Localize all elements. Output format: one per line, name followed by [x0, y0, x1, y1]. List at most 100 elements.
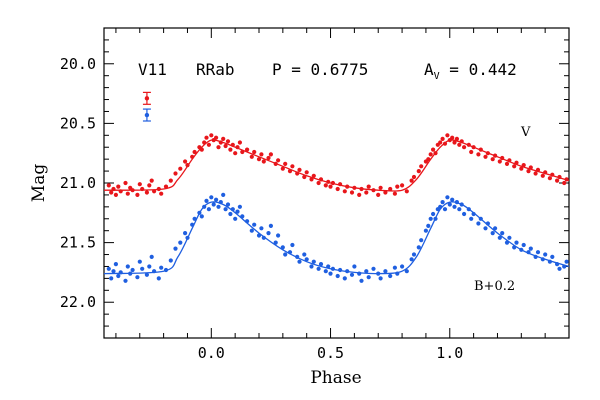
data-point-b: [163, 267, 169, 273]
x-tick-label: 1.0: [436, 344, 463, 362]
data-point-b: [547, 259, 553, 264]
data-point-b: [256, 233, 262, 238]
data-point-b: [137, 259, 142, 264]
data-point-b: [349, 272, 355, 277]
data-point-v: [388, 186, 393, 192]
data-point-b: [249, 228, 254, 233]
data-point-b: [230, 207, 235, 212]
data-point-b: [445, 195, 450, 200]
data-point-b: [357, 271, 362, 276]
data-point-b: [476, 221, 481, 226]
data-point-b: [261, 235, 266, 240]
data-point-v: [297, 167, 302, 172]
data-point-b: [152, 269, 157, 274]
data-point-b: [438, 204, 443, 209]
data-point-b: [452, 204, 457, 209]
data-point-v: [519, 166, 524, 171]
data-point-v: [233, 151, 238, 156]
data-point-v: [328, 184, 333, 189]
data-point-b: [483, 226, 488, 231]
data-point-b: [378, 276, 383, 281]
data-point-b: [268, 223, 273, 228]
data-point-v: [123, 180, 128, 186]
x-tick-label: 0.5: [317, 344, 344, 362]
data-point-v: [426, 157, 431, 162]
data-point-v: [252, 149, 257, 155]
data-point-b: [469, 216, 474, 221]
data-point-v: [159, 191, 164, 196]
data-point-b: [540, 257, 545, 262]
x-tick-label: 0.0: [198, 344, 225, 362]
data-point-v: [440, 136, 445, 141]
data-point-v: [276, 158, 281, 163]
data-point-b: [416, 245, 421, 250]
data-point-b: [323, 269, 328, 274]
data-point-v: [221, 136, 226, 141]
data-point-b: [216, 204, 221, 209]
data-point-v: [323, 183, 328, 188]
data-point-v: [409, 178, 414, 183]
data-point-b: [199, 214, 204, 219]
data-point-b: [459, 202, 464, 207]
data-point-b: [259, 226, 264, 231]
data-point-v: [268, 152, 273, 157]
data-point-b: [557, 266, 562, 271]
data-point-v: [109, 190, 114, 195]
data-point-b: [338, 267, 343, 273]
data-point-v: [318, 177, 324, 182]
data-point-b: [106, 266, 111, 271]
data-point-v: [130, 188, 135, 193]
data-point-v: [118, 189, 123, 194]
data-point-v: [137, 182, 142, 187]
data-point-b: [228, 211, 233, 217]
data-point-v: [366, 184, 371, 189]
data-point-v: [442, 141, 448, 146]
y-tick-label: 22.0: [60, 293, 96, 311]
data-point-v: [349, 190, 355, 195]
data-point-v: [528, 165, 533, 170]
amplitude-value: = 0.442: [440, 60, 517, 79]
data-point-b: [123, 278, 128, 283]
data-point-b: [457, 207, 462, 212]
data-point-v: [493, 153, 498, 158]
data-point-b: [330, 266, 335, 271]
data-point-b: [371, 266, 376, 271]
data-point-b: [504, 240, 510, 245]
data-point-b: [309, 264, 314, 269]
data-point-v: [392, 191, 397, 196]
data-point-v: [490, 157, 495, 162]
data-point-b: [295, 254, 300, 259]
data-point-b: [197, 210, 202, 215]
data-point-b: [304, 257, 309, 262]
data-point-v: [504, 161, 510, 166]
data-point-v: [290, 164, 295, 169]
data-point-b: [168, 258, 173, 263]
data-point-v: [147, 183, 152, 188]
data-point-v: [202, 140, 207, 145]
data-point-v: [273, 161, 278, 166]
data-point-b: [535, 250, 541, 255]
data-point-v: [185, 163, 190, 168]
data-point-v: [316, 180, 321, 186]
data-point-v: [371, 188, 376, 193]
data-point-b: [440, 200, 445, 205]
data-point-v: [140, 186, 145, 192]
data-point-v: [223, 143, 228, 149]
data-point-v: [216, 145, 221, 150]
data-point-v: [256, 157, 262, 162]
data-point-v: [168, 178, 173, 183]
data-point-v: [478, 147, 483, 152]
data-point-b: [130, 267, 135, 273]
data-point-v: [225, 139, 231, 144]
data-point-b: [252, 222, 257, 227]
data-point-b: [266, 231, 271, 236]
data-point-b: [433, 216, 438, 221]
data-point-v: [383, 190, 388, 195]
data-point-v: [521, 163, 526, 168]
data-point-v: [235, 145, 240, 150]
data-point-v: [280, 166, 285, 171]
data-point-b: [521, 242, 526, 248]
data-point-v: [535, 167, 541, 172]
y-tick-label: 20.5: [60, 114, 96, 132]
data-point-v: [540, 173, 545, 178]
